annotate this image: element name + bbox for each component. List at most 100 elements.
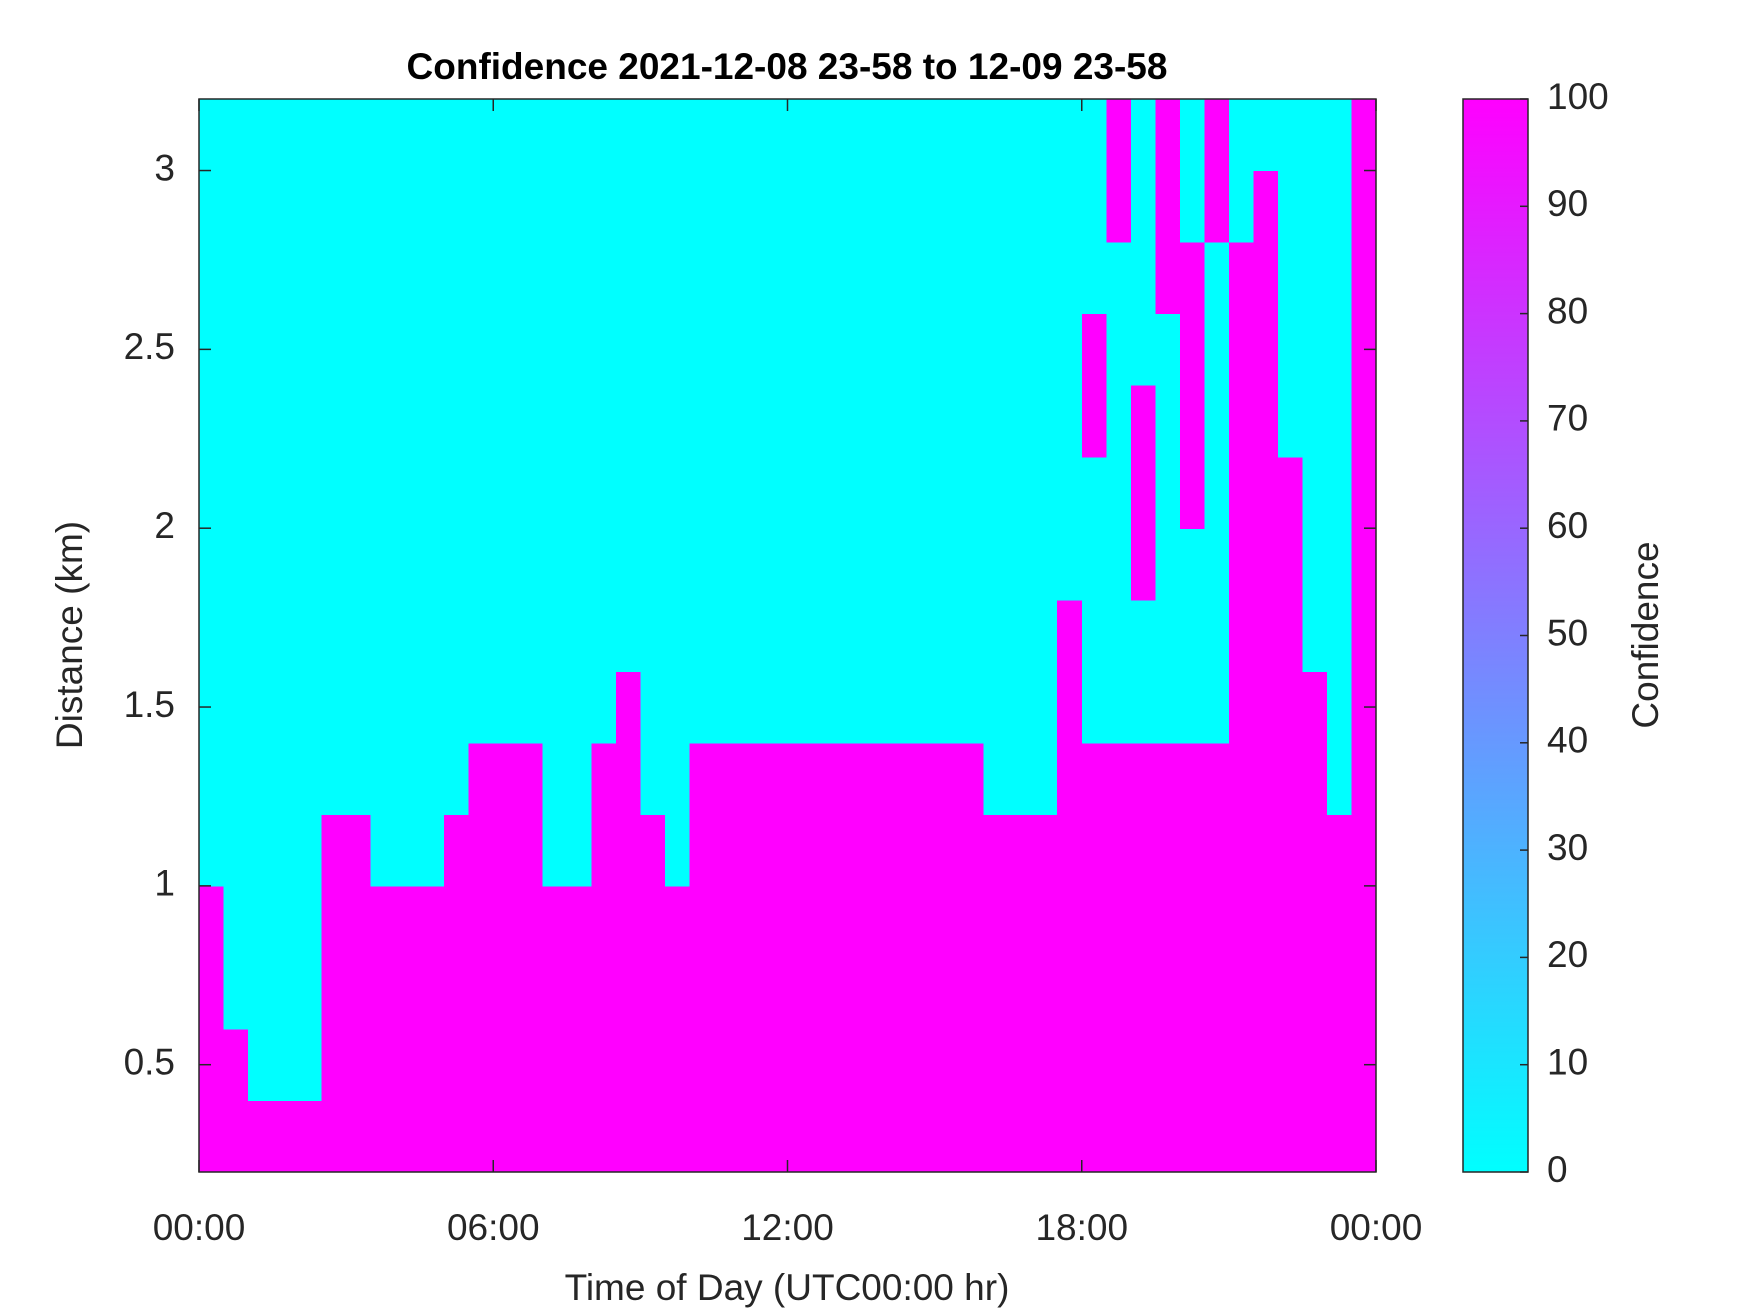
heatmap-cell (934, 599, 960, 672)
heatmap-cell (321, 242, 347, 315)
heatmap-cell (321, 170, 347, 243)
heatmap-cell (885, 599, 911, 672)
heatmap-cell (493, 456, 519, 529)
heatmap-cell (787, 957, 813, 1030)
heatmap-cell (199, 599, 225, 672)
heatmap-cell (983, 957, 1009, 1030)
heatmap-cell (1326, 1028, 1353, 1102)
heatmap-cell (812, 599, 838, 672)
heatmap-cell (444, 385, 470, 458)
heatmap-cell (272, 814, 298, 887)
heatmap-cell (1179, 885, 1205, 958)
colorbar-tick-label: 70 (1547, 398, 1588, 439)
heatmap-cell (419, 599, 445, 672)
heatmap-cell (248, 742, 274, 815)
heatmap-cell (1204, 242, 1230, 315)
heatmap-cell (959, 885, 985, 958)
heatmap-cell (1057, 814, 1083, 887)
heatmap-cell (346, 242, 372, 315)
heatmap-cell (983, 242, 1009, 315)
heatmap-cell (762, 242, 789, 315)
heatmap-cell (1008, 170, 1034, 243)
heatmap-cell (493, 170, 519, 243)
heatmap-cell (395, 99, 421, 172)
heatmap-cell (566, 313, 592, 386)
heatmap-cell (1179, 1100, 1205, 1173)
heatmap-cell (468, 528, 494, 601)
heatmap-cell (1106, 814, 1132, 887)
heatmap-cell (199, 385, 225, 458)
heatmap-cell (836, 313, 862, 386)
heatmap-cell (395, 1100, 421, 1173)
heatmap-cell (1057, 313, 1083, 386)
heatmap-cell (836, 456, 862, 529)
heatmap-cell (1326, 385, 1353, 458)
heatmap-cell (1106, 456, 1132, 529)
heatmap-cell (321, 456, 347, 529)
heatmap-cell (689, 957, 715, 1030)
heatmap-cell (370, 313, 396, 386)
heatmap-cell (1351, 1100, 1377, 1173)
heatmap-cell (861, 599, 887, 672)
heatmap-cell (1326, 456, 1353, 529)
heatmap-cell (542, 671, 568, 744)
heatmap-cell (1228, 313, 1254, 386)
heatmap-cell (542, 599, 568, 672)
heatmap-cell (199, 742, 225, 815)
heatmap-cell (1081, 1100, 1107, 1173)
heatmap-cell (1155, 456, 1181, 529)
heatmap-cell (346, 1028, 372, 1102)
heatmap-cell (1326, 742, 1353, 815)
heatmap-cell (689, 1028, 715, 1102)
heatmap-cell (861, 170, 887, 243)
heatmap-cell (1130, 242, 1156, 315)
heatmap-cell (959, 99, 985, 172)
heatmap-cell (615, 742, 641, 815)
heatmap-cell (934, 170, 960, 243)
heatmap-cell (787, 814, 813, 887)
heatmap-cell (321, 814, 347, 887)
heatmap-cell (419, 528, 445, 601)
heatmap-cell (640, 599, 666, 672)
heatmap-cell (1204, 528, 1230, 601)
heatmap-cell (272, 99, 298, 172)
heatmap-cell (370, 242, 396, 315)
heatmap-cell (297, 170, 323, 243)
heatmap-cell (1081, 1028, 1107, 1102)
heatmap-cell (713, 528, 740, 601)
colorbar-tick-label: 10 (1547, 1041, 1588, 1082)
heatmap-cell (444, 885, 470, 958)
heatmap-cell (1253, 814, 1279, 887)
heatmap-cell (1351, 885, 1377, 958)
heatmap-cell (444, 456, 470, 529)
heatmap-cell (812, 814, 838, 887)
heatmap-cell (248, 385, 274, 458)
heatmap-cell (1057, 242, 1083, 315)
heatmap-cell (1032, 814, 1058, 887)
heatmap-cell (419, 1028, 445, 1102)
heatmap-cell (1277, 814, 1304, 887)
heatmap-cell (861, 313, 887, 386)
heatmap-cell (959, 1100, 985, 1173)
heatmap-cell (1106, 170, 1132, 243)
heatmap-cell (1032, 957, 1058, 1030)
heatmap-cell (1032, 313, 1058, 386)
heatmap-cell (517, 242, 543, 315)
heatmap-cell (1081, 814, 1107, 887)
heatmap-cell (1179, 814, 1205, 887)
heatmap-cell (199, 1100, 225, 1173)
heatmap-cell (1204, 99, 1230, 172)
heatmap-cell (297, 99, 323, 172)
heatmap-cell (1351, 742, 1377, 815)
heatmap-cell (664, 885, 691, 958)
heatmap-cell (395, 242, 421, 315)
heatmap-cell (248, 1100, 274, 1173)
heatmap-cell (738, 385, 764, 458)
heatmap-cell (959, 671, 985, 744)
heatmap-cell (223, 885, 249, 958)
heatmap-cell (1204, 885, 1230, 958)
heatmap-cell (1032, 456, 1058, 529)
heatmap-cell (444, 242, 470, 315)
heatmap-cell (444, 671, 470, 744)
heatmap-cell (1179, 313, 1205, 386)
